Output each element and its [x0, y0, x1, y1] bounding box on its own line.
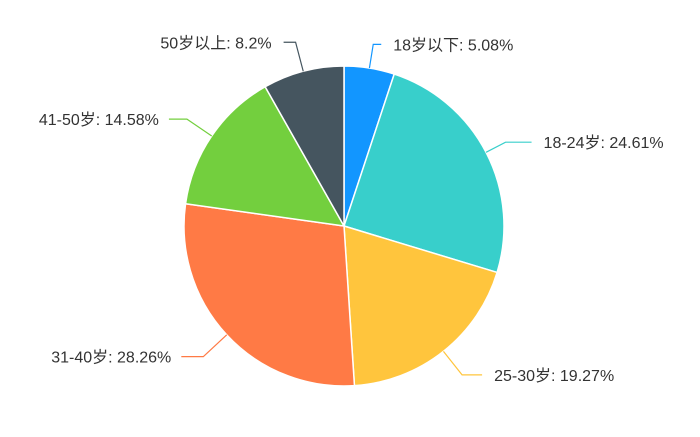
- slice-label-4: 31-40岁: 28.26%: [51, 349, 171, 367]
- leader-line-2: [485, 141, 532, 153]
- pie-slice-2[interactable]: [343, 73, 505, 274]
- leader-line-1: [368, 43, 382, 69]
- leader-line-3: [442, 350, 483, 376]
- labels-group: 18岁以下: 5.08% 18-24岁: 24.61% 25-30岁: 19.27%…: [39, 34, 664, 385]
- slices-group: [183, 65, 505, 387]
- slice-label-2: 18-24岁: 24.61%: [544, 134, 664, 152]
- slice-label-6: 50岁以上: 8.2%: [160, 34, 271, 52]
- leader-line-6: [283, 41, 304, 72]
- leader-lines-group: [168, 41, 532, 376]
- slice-label-5: 41-50岁: 14.58%: [39, 111, 159, 129]
- pie-slice-3[interactable]: [343, 224, 499, 387]
- leader-line-4: [181, 334, 228, 358]
- slice-label-3: 25-30岁: 19.27%: [494, 367, 614, 385]
- pie-slice-4[interactable]: [183, 202, 356, 387]
- slice-label-1: 18岁以下: 5.08%: [393, 36, 513, 54]
- leader-line-5: [168, 118, 213, 137]
- pie-slice-5[interactable]: [184, 85, 346, 227]
- pie-slice-6[interactable]: [264, 65, 345, 229]
